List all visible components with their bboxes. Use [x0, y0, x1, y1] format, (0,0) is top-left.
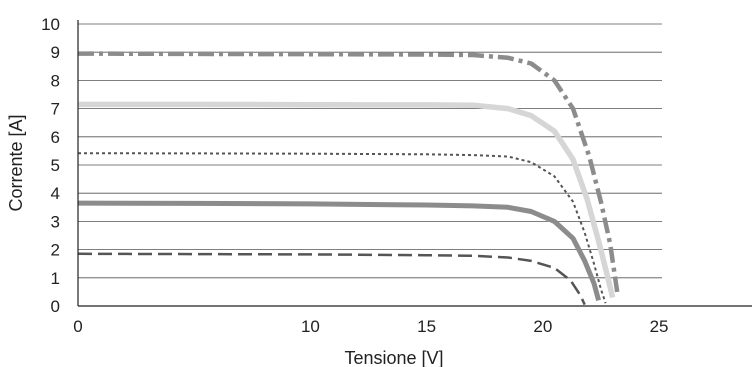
- y-tick-label-5: 5: [51, 156, 60, 175]
- y-axis-label: Corrente [A]: [6, 114, 26, 211]
- y-tick-label-6: 6: [51, 128, 60, 147]
- series-line-3: [77, 152, 607, 304]
- y-tick-label-1: 1: [51, 269, 60, 288]
- series-line-5: [77, 252, 586, 306]
- series-line-2: [78, 101, 616, 299]
- x-tick-labels: 0 10 15 20 25: [73, 317, 668, 336]
- y-tick-label-0: 0: [51, 297, 60, 316]
- y-tick-label-4: 4: [51, 184, 60, 203]
- axes: [77, 20, 752, 307]
- x-tick-label-0: 0: [73, 317, 82, 336]
- x-tick-label-10: 10: [301, 317, 320, 336]
- y-tick-label-3: 3: [51, 212, 60, 231]
- x-tick-label-25: 25: [650, 317, 669, 336]
- series-line-4: [77, 200, 602, 302]
- series-line-1: [77, 51, 620, 293]
- series-group: [77, 51, 620, 306]
- y-tick-label-10: 10: [41, 15, 60, 34]
- y-tick-label-7: 7: [51, 100, 60, 119]
- y-tick-label-9: 9: [51, 43, 60, 62]
- x-axis-label: Tensione [V]: [344, 348, 443, 367]
- y-tick-label-8: 8: [51, 71, 60, 90]
- x-tick-label-20: 20: [533, 317, 552, 336]
- y-tick-labels: 0 1 2 3 4 5 6 7 8 9 10: [41, 15, 60, 316]
- x-tick-label-15: 15: [417, 317, 436, 336]
- y-tick-label-2: 2: [51, 241, 60, 260]
